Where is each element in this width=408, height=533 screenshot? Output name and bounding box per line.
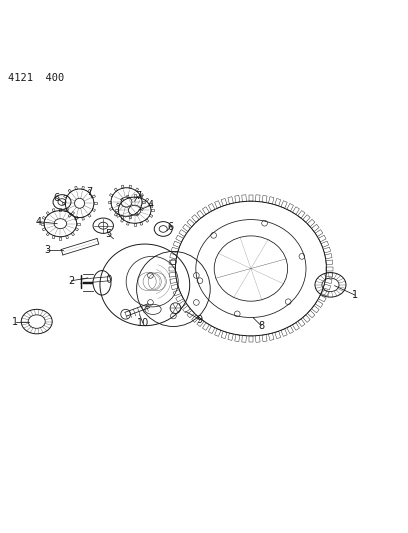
Text: 9: 9	[197, 314, 203, 325]
Text: 3: 3	[44, 245, 50, 255]
Text: 4: 4	[148, 200, 154, 211]
Text: 4121  400: 4121 400	[8, 72, 64, 83]
Text: 1: 1	[12, 317, 19, 327]
Text: 8: 8	[258, 321, 264, 330]
Text: 1: 1	[352, 290, 358, 300]
Text: 2: 2	[68, 276, 75, 286]
Text: 6: 6	[167, 222, 174, 231]
Text: 10: 10	[137, 318, 149, 328]
Text: 6: 6	[53, 193, 60, 203]
Text: 4: 4	[35, 216, 42, 227]
Text: 7: 7	[86, 187, 93, 197]
Text: 7: 7	[135, 191, 141, 201]
Text: 5: 5	[105, 229, 111, 239]
